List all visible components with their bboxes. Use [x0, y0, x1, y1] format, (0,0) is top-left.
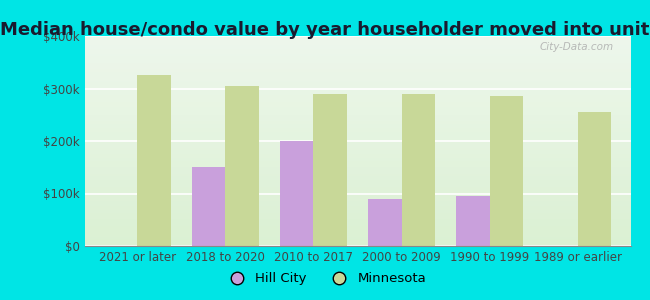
Bar — [578, 112, 611, 246]
Bar — [456, 196, 489, 246]
Bar — [137, 75, 171, 246]
Bar — [280, 141, 313, 246]
Bar — [368, 199, 402, 246]
Bar — [313, 94, 347, 246]
Bar — [192, 167, 226, 246]
Text: City-Data.com: City-Data.com — [540, 42, 614, 52]
Bar — [226, 86, 259, 246]
Bar — [402, 94, 435, 246]
Legend: Hill City, Minnesota: Hill City, Minnesota — [218, 267, 432, 290]
Text: Median house/condo value by year householder moved into unit: Median house/condo value by year househo… — [0, 21, 650, 39]
Bar — [489, 96, 523, 246]
